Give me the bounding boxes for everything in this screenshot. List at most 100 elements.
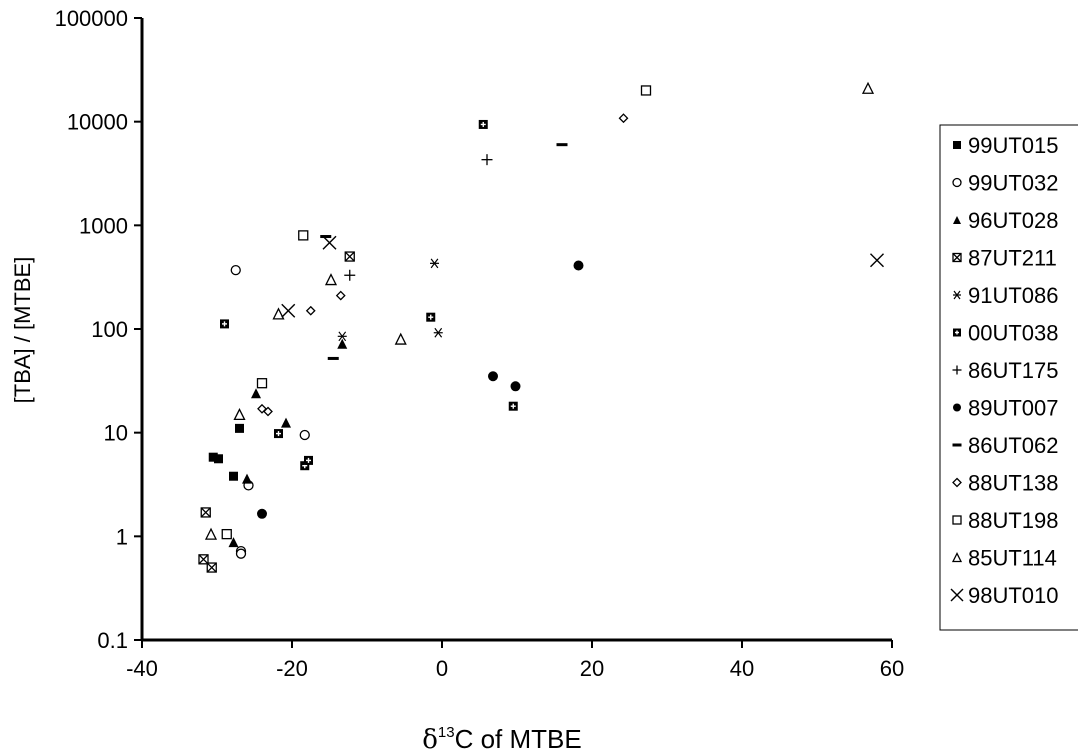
data-point-88ut138 xyxy=(618,113,629,124)
legend-marker-96ut028 xyxy=(953,216,961,224)
legend-marker-00ut038 xyxy=(953,328,961,337)
data-point-96ut028 xyxy=(242,473,252,484)
data-point-87ut211 xyxy=(200,507,211,518)
data-point-88ut198 xyxy=(298,230,309,241)
data-point-88ut198 xyxy=(640,85,652,96)
data-point-99ut032 xyxy=(235,548,247,559)
x-axis-label: δ13C of MTBE xyxy=(422,724,581,755)
legend-label-96ut028: 96UT028 xyxy=(968,208,1059,233)
x-tick-label: 0 xyxy=(436,656,448,681)
legend-label-99ut015: 99UT015 xyxy=(968,133,1059,158)
legend-marker-87ut211 xyxy=(952,252,962,263)
data-point-00ut038 xyxy=(478,119,488,129)
data-point-85ut114 xyxy=(272,307,285,320)
x-tick-label: 40 xyxy=(730,656,754,681)
data-point-88ut138 xyxy=(305,305,316,316)
y-tick-label: 100000 xyxy=(55,6,128,31)
data-markers xyxy=(198,81,884,573)
y-tick-label: 100 xyxy=(91,317,128,342)
legend-label-99ut032: 99UT032 xyxy=(968,171,1059,196)
data-point-98ut010 xyxy=(322,235,337,250)
data-point-00ut038 xyxy=(304,455,313,465)
legend-label-85ut114: 85UT114 xyxy=(968,546,1057,571)
data-point-98ut010 xyxy=(281,303,296,318)
data-point-85ut114 xyxy=(233,407,246,421)
y-axis-ticks: 0.1 1 10 100 1000 10000 100000 xyxy=(55,6,142,653)
x-tick-label: -40 xyxy=(126,656,158,681)
x-axis-ticks: -40 -20 0 20 40 60 xyxy=(126,640,904,681)
legend: 99UT015 99UT032 96UT028 87UT211 91UT086 00UT0… xyxy=(939,124,1078,631)
data-point-00ut038 xyxy=(508,401,518,411)
legend-marker-98ut010 xyxy=(950,588,964,602)
data-point-85ut114 xyxy=(861,81,875,94)
data-point-88ut138 xyxy=(335,290,346,301)
y-tick-label: 1000 xyxy=(79,213,128,238)
legend-marker-99ut015 xyxy=(953,141,961,149)
data-point-89ut007 xyxy=(573,260,584,271)
data-point-99ut015 xyxy=(229,471,238,481)
data-point-88ut138 xyxy=(263,406,273,417)
legend-marker-86ut175 xyxy=(952,365,962,375)
x-axis-label-superscript: 13 xyxy=(438,724,455,741)
legend-label-86ut175: 86UT175 xyxy=(968,358,1059,383)
data-point-86ut062 xyxy=(556,143,568,147)
data-point-96ut028 xyxy=(251,388,261,399)
legend-label-88ut138: 88UT138 xyxy=(968,471,1059,496)
data-point-86ut175 xyxy=(344,269,356,281)
y-tick-label: 0.1 xyxy=(97,628,128,653)
data-point-91ut086 xyxy=(433,327,443,338)
data-point-89ut007 xyxy=(510,381,521,392)
legend-items: 99UT015 99UT032 96UT028 87UT211 91UT086 00UT0… xyxy=(950,133,1059,608)
x-axis-label-delta: δ xyxy=(422,725,438,755)
legend-label-86ut062: 86UT062 xyxy=(968,433,1059,458)
legend-label-00ut038: 00UT038 xyxy=(968,321,1059,346)
data-point-87ut211 xyxy=(198,554,209,565)
y-tick-label: 10 xyxy=(104,421,128,446)
legend-marker-88ut198 xyxy=(952,515,962,525)
data-point-91ut086 xyxy=(337,331,347,342)
y-axis-label: [TBA] / [MTBE] xyxy=(10,257,35,404)
legend-marker-85ut114 xyxy=(951,552,963,563)
y-tick-label: 10000 xyxy=(67,110,128,135)
data-point-89ut007 xyxy=(257,508,267,519)
data-point-96ut028 xyxy=(281,417,291,428)
legend-label-87ut211: 87UT211 xyxy=(968,246,1057,271)
data-point-85ut114 xyxy=(324,273,338,286)
data-point-86ut062 xyxy=(320,235,332,239)
data-point-91ut086 xyxy=(430,258,439,269)
legend-marker-99ut032 xyxy=(952,177,962,188)
legend-marker-89ut007 xyxy=(953,403,961,412)
legend-marker-88ut138 xyxy=(952,477,962,488)
legend-label-98ut010: 98UT010 xyxy=(968,583,1059,608)
legend-label-89ut007: 89UT007 xyxy=(968,396,1059,421)
x-tick-label: -20 xyxy=(276,656,308,681)
plot-area: -40 -20 0 20 40 60 0.1 1 10 100 1000 10000 100000 xyxy=(55,6,905,681)
data-point-86ut175 xyxy=(481,154,493,166)
data-point-99ut032 xyxy=(299,429,310,441)
legend-marker-86ut062 xyxy=(952,443,962,447)
data-point-96ut028 xyxy=(337,338,348,349)
data-point-99ut015 xyxy=(235,423,244,433)
legend-label-88ut198: 88UT198 xyxy=(968,508,1059,533)
data-point-99ut015 xyxy=(214,454,223,464)
data-point-85ut114 xyxy=(204,527,218,540)
data-point-00ut038 xyxy=(274,429,283,439)
x-axis-label-text: C of MTBE xyxy=(455,724,582,754)
data-point-98ut010 xyxy=(870,253,884,268)
data-point-86ut062 xyxy=(327,356,339,360)
data-point-87ut211 xyxy=(206,562,217,573)
data-point-00ut038 xyxy=(426,312,436,322)
data-point-99ut032 xyxy=(230,264,241,276)
data-point-96ut028 xyxy=(228,537,239,548)
data-point-99ut015 xyxy=(208,452,218,462)
data-point-88ut198 xyxy=(221,528,232,540)
legend-marker-91ut086 xyxy=(953,290,961,300)
data-point-00ut038 xyxy=(220,319,229,329)
data-point-88ut198 xyxy=(256,378,268,389)
legend-label-91ut086: 91UT086 xyxy=(968,283,1059,308)
data-point-89ut007 xyxy=(488,371,498,382)
data-point-87ut211 xyxy=(344,251,355,262)
y-tick-label: 1 xyxy=(116,524,128,549)
data-point-85ut114 xyxy=(394,332,407,345)
